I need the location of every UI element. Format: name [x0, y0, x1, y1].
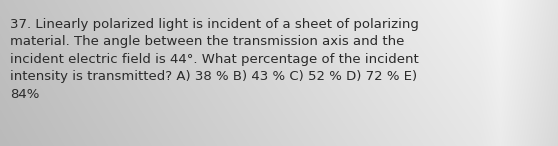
Text: 37. Linearly polarized light is incident of a sheet of polarizing
material. The : 37. Linearly polarized light is incident…	[10, 18, 419, 100]
